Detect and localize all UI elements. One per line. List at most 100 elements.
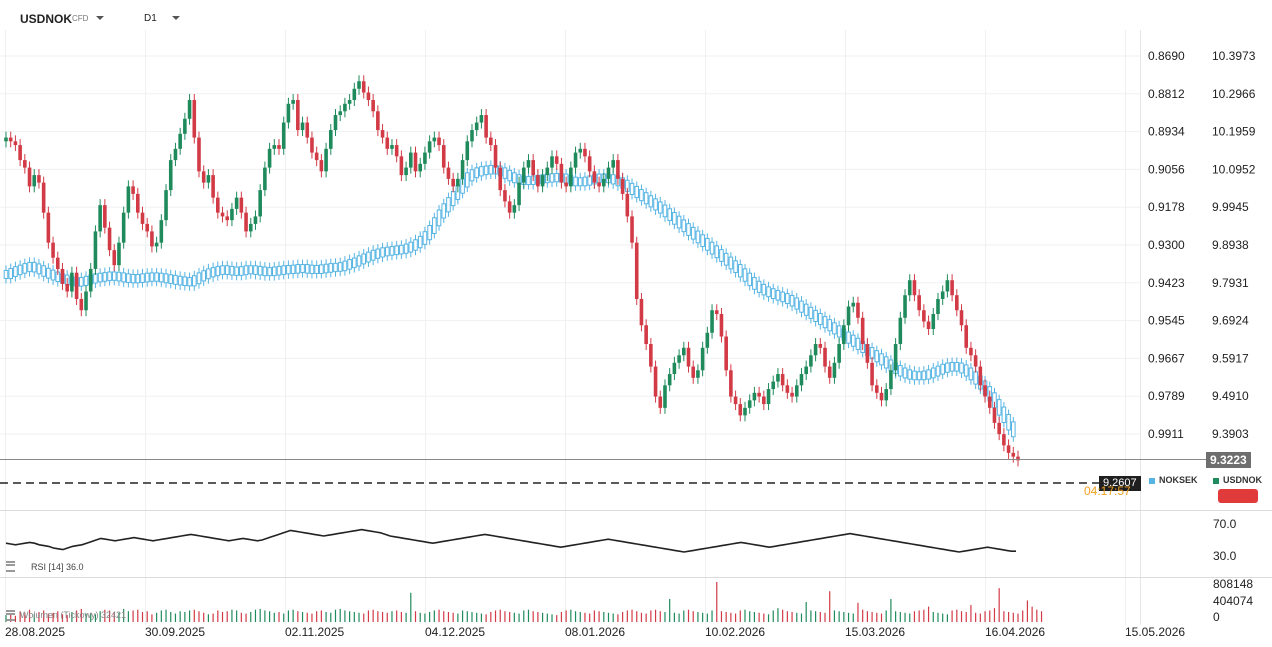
noksek-candle: [761, 283, 767, 296]
usdnok-candle: [578, 148, 583, 153]
usdnok-candle: [423, 152, 427, 164]
timeframe-dropdown-icon[interactable]: [172, 16, 180, 20]
date-tick: 02.11.2025: [285, 625, 344, 639]
usdnok-candle: [870, 362, 874, 386]
usdnok-candle: [173, 148, 178, 161]
noksek-candle: [121, 272, 126, 283]
usdnok-candle: [912, 280, 917, 296]
usdnok-candle: [771, 381, 776, 390]
noksek-swatch: [1149, 477, 1155, 484]
symbol-selector[interactable]: USDNOK: [20, 12, 73, 26]
usdnok-candle: [413, 152, 418, 172]
usdnok-candle: [230, 208, 234, 221]
usdnok-candle: [84, 291, 88, 311]
volume-level-label: 0: [1213, 610, 1220, 624]
noksek-candle: [140, 273, 145, 283]
noksek-candle: [17, 264, 23, 276]
usdnok-candle: [658, 396, 663, 408]
usdnok-candle: [51, 242, 55, 258]
noksek-candle: [262, 266, 268, 277]
usdnok-candle: [343, 103, 347, 112]
symbol-dropdown-icon[interactable]: [96, 16, 104, 20]
usdnok-candle: [564, 182, 568, 187]
usdnok-candle: [18, 145, 22, 161]
usdnok-candle: [291, 100, 295, 104]
noksek-candle: [672, 211, 677, 225]
noksek-candle: [667, 208, 672, 221]
legend-noksek[interactable]: NOKSEK: [1149, 475, 1198, 485]
noksek-candle: [483, 165, 489, 176]
usdnok-candle: [926, 321, 931, 330]
noksek-candle: [549, 173, 555, 183]
usdnok-candle: [639, 298, 644, 326]
usdnok-candle: [385, 137, 390, 149]
noksek-candle: [813, 309, 818, 323]
usdnok-candle: [192, 100, 197, 138]
usdnok-candle: [625, 193, 630, 217]
noksek-candle: [836, 325, 842, 338]
usdnok-candle: [776, 374, 780, 382]
noksek-candle: [832, 322, 837, 335]
axis-tick-inner: 0.9056: [1148, 162, 1185, 176]
usdnok-candle: [573, 152, 578, 168]
noksek-candle: [422, 231, 428, 245]
usdnok-candle: [484, 115, 488, 138]
noksek-candle: [818, 313, 823, 326]
usdnok-candle: [940, 291, 945, 299]
noksek-candle: [827, 319, 833, 332]
usdnok-candle: [554, 156, 559, 164]
usdnok-candle: [512, 205, 517, 213]
noksek-candle: [427, 225, 432, 241]
noksek-candle: [723, 252, 729, 266]
volume-level-label: 404074: [1213, 594, 1253, 608]
usdnok-candle: [281, 122, 286, 149]
noksek-candle: [488, 164, 494, 175]
noksek-candle: [126, 273, 131, 283]
usdnok-candle: [517, 182, 521, 206]
noksek-candle: [898, 365, 903, 377]
noksek-candle: [479, 166, 484, 177]
date-tick: 04.12.2025: [425, 625, 485, 639]
legend-usdnok[interactable]: USDNOK: [1213, 475, 1262, 485]
axis-tick-inner: 0.9545: [1148, 314, 1185, 328]
usdnok-candle: [851, 302, 856, 307]
usdnok-candle: [333, 115, 338, 131]
usdnok-candle: [719, 313, 724, 337]
usdnok-candle: [258, 190, 262, 217]
rsi-menu-icon[interactable]: [6, 561, 15, 572]
noksek-candle: [554, 172, 560, 183]
noksek-candle: [916, 371, 922, 381]
usdnok-candle: [677, 355, 681, 363]
noksek-candle: [577, 177, 583, 187]
date-axis: 28.08.2025 30.09.2025 02.11.2025 04.12.2025…: [5, 625, 1185, 639]
usdnok-candle: [856, 302, 860, 318]
noksek-candle: [384, 246, 390, 257]
usdnok-candle: [790, 392, 794, 397]
usdnok-candle: [187, 100, 192, 119]
rsi-line: [5, 528, 1016, 553]
noksek-candle: [808, 306, 814, 319]
timeframe-selector[interactable]: D1: [144, 13, 157, 24]
legend-action-button[interactable]: [1218, 489, 1258, 503]
noksek-candle: [474, 167, 479, 179]
axis-tick-outer: 9.5917: [1212, 351, 1249, 365]
noksek-candle: [1006, 414, 1011, 431]
volume-menu-icon[interactable]: [6, 610, 15, 621]
usdnok-candle: [964, 325, 969, 348]
current-price-tag: 9.3223: [1206, 451, 1251, 468]
noksek-candle: [290, 264, 296, 274]
usdnok-candle: [263, 167, 267, 191]
noksek-candle: [163, 273, 169, 284]
usdnok-candle: [357, 81, 361, 89]
usdnok-candle: [766, 389, 771, 405]
usdnok-candle: [752, 392, 757, 401]
noksek-candle: [879, 353, 884, 366]
axis-tick-outer: 9.8938: [1212, 238, 1249, 252]
date-tick: 30.09.2025: [145, 625, 205, 639]
noksek-candle: [502, 167, 508, 179]
usdnok-candle: [1002, 434, 1006, 446]
noksek-candle: [328, 263, 334, 273]
usdnok-candle: [489, 137, 493, 146]
noksek-candle: [361, 253, 367, 265]
